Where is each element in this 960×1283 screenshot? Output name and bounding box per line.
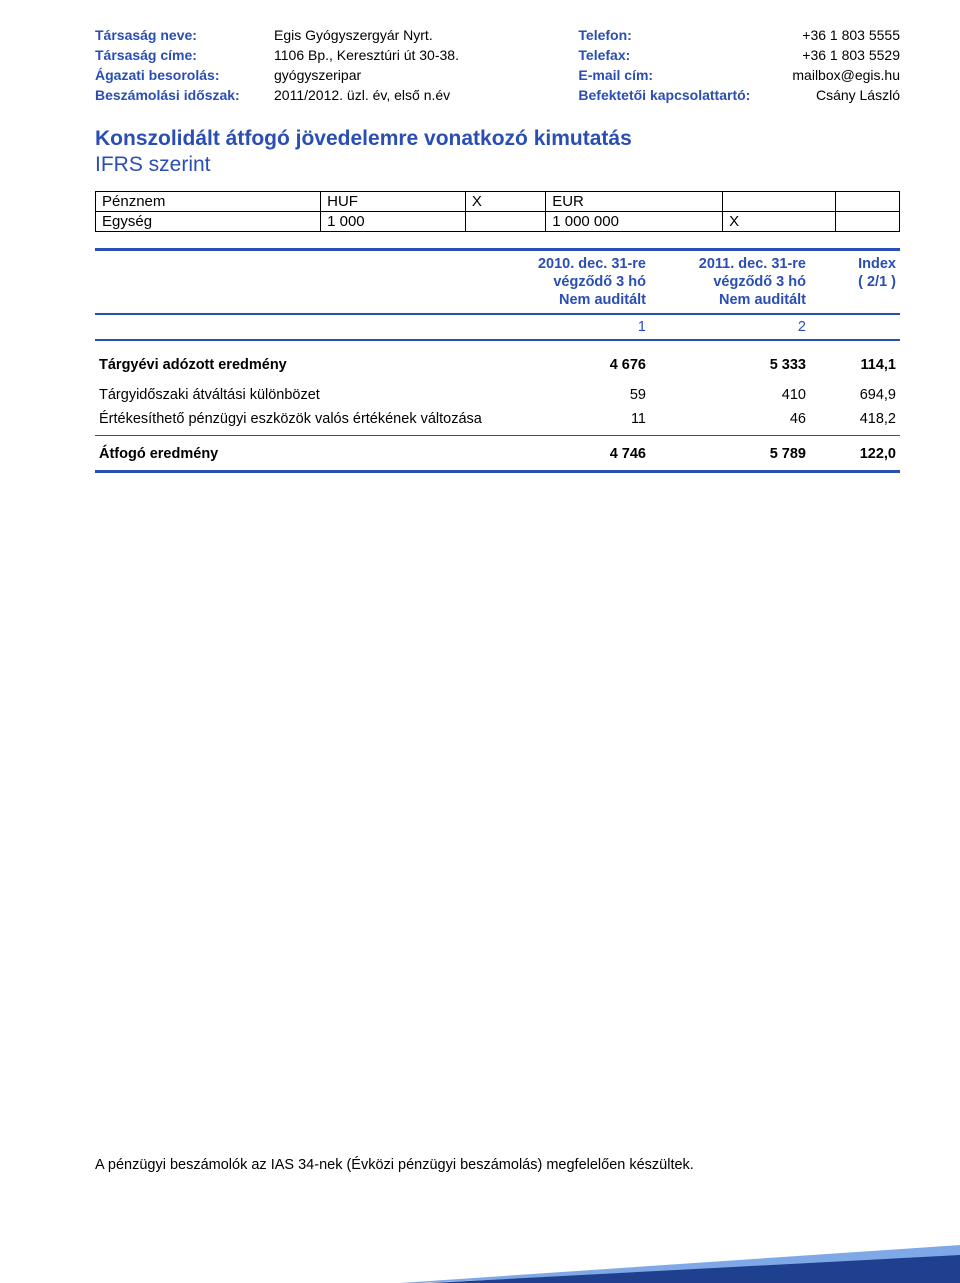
col-header-period2: 2011. dec. 31-re végződő 3 hó Nem auditá…: [650, 253, 810, 311]
cell: Pénznem: [96, 192, 321, 212]
row-v2: 5 789: [650, 444, 810, 464]
col-header-period1: 2010. dec. 31-re végződő 3 hó Nem auditá…: [490, 253, 650, 311]
row-v1: 4 746: [490, 444, 650, 464]
row-idx: 122,0: [810, 444, 900, 464]
currency-unit-table: Pénznem HUF X EUR Egység 1 000 1 000 000…: [95, 191, 900, 232]
cell: [835, 212, 899, 232]
value: mailbox@egis.hu: [792, 65, 900, 85]
value: Egis Gyógyszergyár Nyrt.: [274, 25, 459, 45]
value: +36 1 803 5529: [792, 45, 900, 65]
col-number-2: 2: [650, 317, 810, 337]
data-row: Értékesíthető pénzügyi eszközök valós ér…: [95, 407, 900, 436]
label: Telefon:: [578, 25, 788, 45]
company-header: Társaság neve: Egis Gyógyszergyár Nyrt. …: [95, 25, 900, 105]
header-right: Telefon: +36 1 803 5555 Telefax: +36 1 8…: [578, 25, 900, 105]
label: Befektetői kapcsolattartó:: [578, 85, 788, 105]
cell: 1 000: [321, 212, 466, 232]
row-v2: 46: [650, 409, 810, 429]
cell: 1 000 000: [546, 212, 723, 232]
col-number-1: 1: [490, 317, 650, 337]
cell: HUF: [321, 192, 466, 212]
cell: [723, 192, 836, 212]
row-label: Értékesíthető pénzügyi eszközök valós ér…: [95, 409, 490, 429]
row-v2: 5 333: [650, 355, 810, 375]
row-v1: 59: [490, 385, 650, 405]
footer-stripe-decor: [0, 1233, 960, 1283]
cell: [835, 192, 899, 212]
value: Csány László: [792, 85, 900, 105]
cell: X: [465, 192, 545, 212]
column-number-row: 1 2: [95, 315, 900, 341]
cell: Egység: [96, 212, 321, 232]
column-headers: 2010. dec. 31-re végződő 3 hó Nem auditá…: [95, 248, 900, 315]
value: 1106 Bp., Keresztúri út 30-38.: [274, 45, 459, 65]
row-label: Átfogó eredmény: [95, 444, 490, 464]
row-idx: 694,9: [810, 385, 900, 405]
row-label: Tárgyévi adózott eredmény: [95, 355, 490, 375]
value: +36 1 803 5555: [792, 25, 900, 45]
row-v2: 410: [650, 385, 810, 405]
value: gyógyszeripar: [274, 65, 459, 85]
cell: X: [723, 212, 836, 232]
data-row-total: Átfogó eredmény 4 746 5 789 122,0: [95, 442, 900, 473]
data-row-result: Tárgyévi adózott eredmény 4 676 5 333 11…: [95, 353, 900, 377]
data-row: Tárgyidőszaki átváltási különbözet 59 41…: [95, 383, 900, 407]
label: Társaság címe:: [95, 45, 270, 65]
row-idx: 114,1: [810, 355, 900, 375]
table-row: Egység 1 000 1 000 000 X: [96, 212, 900, 232]
row-idx: 418,2: [810, 409, 900, 429]
row-v1: 11: [490, 409, 650, 429]
document-title: Konszolidált átfogó jövedelemre vonatkoz…: [95, 127, 900, 151]
page: Társaság neve: Egis Gyógyszergyár Nyrt. …: [0, 0, 960, 1283]
label: Beszámolási időszak:: [95, 85, 270, 105]
footer-note: A pénzügyi beszámolók az IAS 34-nek (Évk…: [95, 1157, 900, 1173]
label: Telefax:: [578, 45, 788, 65]
col-header-index: Index ( 2/1 ): [810, 253, 900, 311]
data-table: Tárgyévi adózott eredmény 4 676 5 333 11…: [95, 353, 900, 473]
label: E-mail cím:: [578, 65, 788, 85]
label: Társaság neve:: [95, 25, 270, 45]
row-v1: 4 676: [490, 355, 650, 375]
row-label: Tárgyidőszaki átváltási különbözet: [95, 385, 490, 405]
cell: EUR: [546, 192, 723, 212]
document-subtitle: IFRS szerint: [95, 153, 900, 177]
cell: [465, 212, 545, 232]
header-left: Társaság neve: Egis Gyógyszergyár Nyrt. …: [95, 25, 459, 105]
table-row: Pénznem HUF X EUR: [96, 192, 900, 212]
label: Ágazati besorolás:: [95, 65, 270, 85]
value: 2011/2012. üzl. év, első n.év: [274, 85, 459, 105]
